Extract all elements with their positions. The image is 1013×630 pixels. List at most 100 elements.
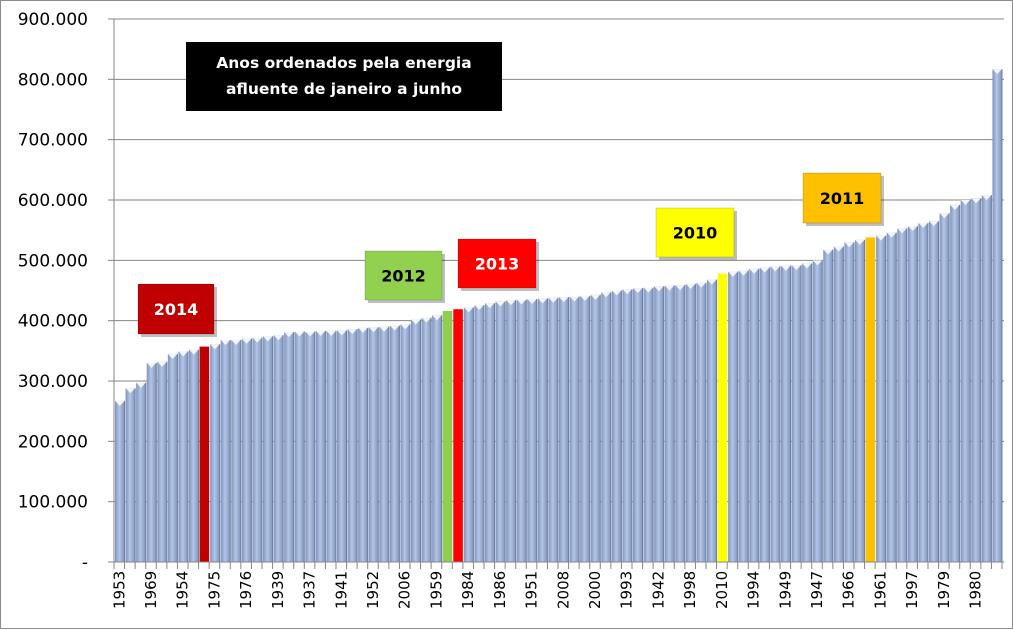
bar — [876, 235, 886, 562]
badge-2013: 2013 — [457, 238, 539, 291]
badge-2014: 2014 — [137, 283, 217, 337]
x-tick-label: 1947 — [808, 571, 826, 609]
y-tick-label: 300.000 — [18, 372, 88, 392]
bar — [347, 329, 358, 562]
x-tick-label: 1986 — [491, 571, 509, 609]
bar — [358, 327, 368, 562]
bar — [178, 351, 188, 562]
bar-cap — [495, 301, 506, 307]
chart-title-box: Anos ordenados pela energia afluente de … — [186, 42, 502, 111]
bar — [812, 260, 823, 562]
bar — [368, 327, 379, 562]
bar — [337, 330, 347, 562]
bar-cap — [601, 292, 611, 298]
bar-cap — [379, 326, 389, 332]
bar — [548, 297, 558, 562]
x-tick-label: 1984 — [459, 571, 477, 609]
bar — [981, 195, 992, 562]
title-background — [186, 42, 502, 111]
bar — [294, 331, 305, 562]
bar — [495, 301, 506, 562]
bar-cap — [432, 315, 442, 321]
bar-cap — [337, 330, 347, 336]
badge-2010: 2010 — [655, 207, 737, 260]
y-tick-label: 200.000 — [18, 432, 88, 452]
bar-cap — [738, 270, 749, 276]
bar — [897, 228, 907, 562]
bar-2014 — [199, 346, 210, 562]
bar-cap — [220, 339, 231, 345]
badge-label: 2011 — [820, 189, 865, 208]
bar — [707, 279, 717, 562]
x-tick-label: 1994 — [745, 571, 763, 609]
bar — [220, 339, 231, 562]
x-tick-label: 1975 — [205, 571, 223, 609]
bar-cap — [210, 344, 220, 350]
bar-cap — [728, 271, 738, 277]
bar-cap — [590, 294, 601, 300]
bar — [379, 326, 389, 562]
bar-2013 — [453, 309, 463, 562]
bar — [590, 294, 601, 562]
bar-cap — [474, 304, 484, 310]
bar-cap — [146, 362, 157, 368]
bar-cap — [559, 297, 569, 303]
x-tick-label: 1941 — [332, 571, 350, 609]
bar — [992, 69, 1002, 563]
bar — [749, 268, 759, 562]
x-tick-label: 1966 — [840, 571, 858, 609]
bar — [463, 307, 474, 562]
bar-cap — [506, 300, 516, 306]
bar-cap — [876, 235, 886, 241]
bar — [305, 331, 315, 562]
badge-label: 2014 — [154, 300, 199, 319]
x-tick-label: 1954 — [174, 571, 192, 609]
bar-cap — [273, 335, 284, 341]
x-tick-label: 1949 — [776, 571, 794, 609]
x-tick-label: 1951 — [523, 571, 541, 609]
x-tick-label: 2010 — [713, 571, 731, 609]
bar-2011 — [865, 237, 876, 562]
x-tick-label: 1953 — [110, 571, 128, 609]
bar — [315, 330, 326, 562]
bar — [125, 388, 136, 562]
bar-cap — [136, 382, 146, 388]
bar-cap — [400, 324, 410, 330]
badge-background — [137, 283, 215, 335]
bar-cap — [115, 400, 125, 406]
bar-cap — [749, 268, 759, 274]
bar-cap — [305, 331, 315, 337]
bar-cap — [781, 265, 791, 271]
bar — [421, 317, 432, 562]
bar-cap — [315, 330, 326, 336]
bar-cap — [855, 239, 865, 245]
bar — [770, 266, 780, 562]
bar — [781, 265, 791, 562]
x-tick-label: 1998 — [681, 571, 699, 609]
bar — [929, 221, 939, 562]
badge-background — [364, 250, 443, 301]
badge-background — [802, 172, 882, 224]
title-line-2: afluente de janeiro a junho — [226, 80, 462, 98]
bar — [115, 400, 125, 562]
bar-cap — [675, 285, 685, 291]
y-tick-label: 100.000 — [18, 493, 88, 513]
bar-cap — [580, 295, 590, 301]
bar-cap — [241, 338, 252, 344]
bar-cap — [347, 329, 358, 335]
bar-cap — [992, 69, 1002, 75]
bar-cap — [759, 267, 770, 273]
bar — [252, 337, 262, 562]
bar — [738, 270, 749, 562]
bar — [263, 336, 273, 562]
badge-background — [457, 238, 537, 289]
x-tick-label: 1939 — [269, 571, 287, 609]
bar-cap — [918, 222, 928, 228]
y-tick-label: - — [82, 553, 88, 573]
bar — [833, 246, 844, 562]
bar — [791, 265, 802, 562]
bar — [939, 213, 950, 563]
bar-cap — [189, 349, 199, 355]
y-tick-label: 400.000 — [18, 312, 88, 332]
